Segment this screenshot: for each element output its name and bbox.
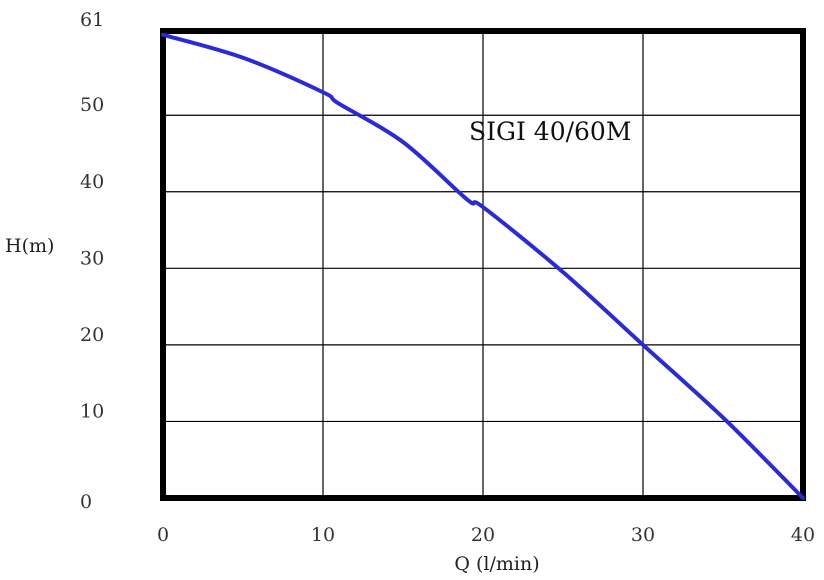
y-tick-label: 30 bbox=[80, 247, 104, 269]
x-tick-label: 10 bbox=[311, 524, 335, 546]
y-tick-label: 61 bbox=[80, 9, 104, 31]
x-tick-label: 40 bbox=[791, 524, 815, 546]
pump-curve-line bbox=[161, 32, 805, 500]
y-tick-label: 40 bbox=[80, 171, 104, 193]
y-tick-label: 10 bbox=[80, 400, 104, 422]
y-tick-label: 0 bbox=[80, 491, 92, 513]
y-tick-labels: 0 10 20 30 40 50 61 bbox=[80, 9, 104, 513]
x-tick-label: 20 bbox=[471, 524, 495, 546]
plot-frame bbox=[160, 28, 806, 501]
x-tick-label: 30 bbox=[631, 524, 655, 546]
x-axis-label: Q (l/min) bbox=[454, 553, 539, 575]
y-axis-label: H(m) bbox=[5, 235, 54, 257]
x-tick-label: 0 bbox=[157, 524, 169, 546]
chart-title: SIGI 40/60M bbox=[469, 117, 631, 146]
grid-lines bbox=[163, 31, 803, 498]
series-layer bbox=[161, 32, 805, 500]
y-tick-label: 50 bbox=[80, 94, 104, 116]
y-tick-label: 20 bbox=[80, 324, 104, 346]
x-tick-labels: 0 10 20 30 40 bbox=[157, 524, 815, 546]
